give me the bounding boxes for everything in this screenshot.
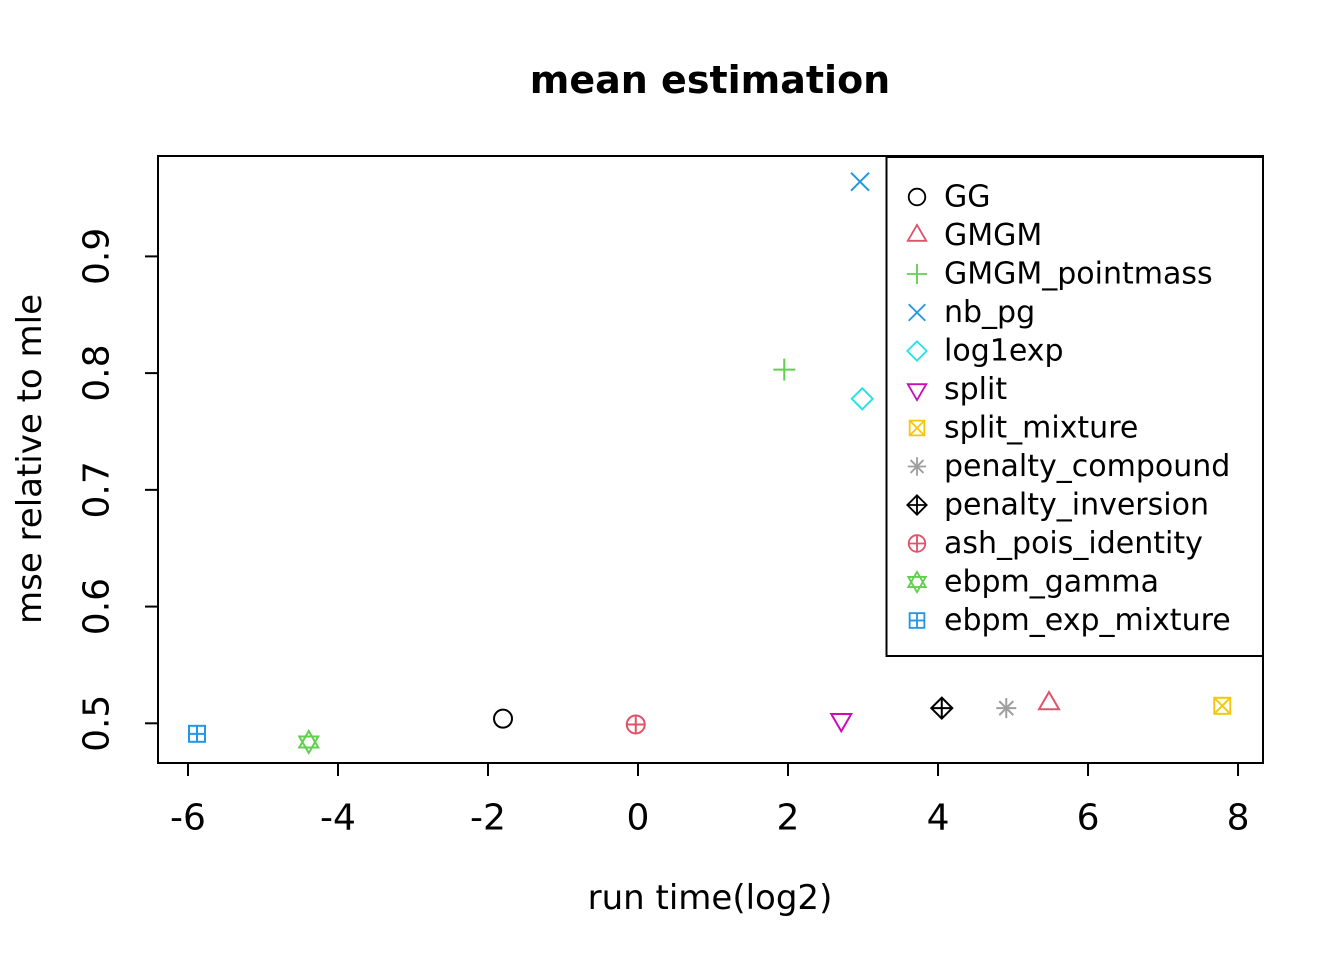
legend-item-penalty_inversion: penalty_inversion	[906, 488, 1209, 523]
y-tick-label: 0.7	[77, 461, 118, 518]
legend-item-nb_pg: nb_pg	[908, 295, 1035, 330]
legend-marker-asterisk-icon	[907, 457, 927, 476]
legend-marker-diamond-open-icon	[906, 340, 928, 362]
point-penalty_compound	[996, 698, 1017, 719]
x-tick-label: 8	[1227, 798, 1250, 839]
legend-label-ash_pois_identity: ash_pois_identity	[944, 526, 1203, 561]
point-nb_pg	[850, 171, 870, 192]
x-tick-label: -4	[320, 798, 356, 839]
legend-item-split: split	[906, 372, 1007, 407]
x-axis-ticks: -6 -4 -2 0 2 4 6 8	[170, 763, 1249, 839]
legend-marker-square-plus-icon	[908, 612, 926, 629]
legend-box	[885, 156, 1264, 657]
y-axis-label: mse relative to mle	[10, 294, 50, 624]
legend-item-split_mixture: split_mixture	[908, 411, 1138, 446]
legend-marker-plus-icon	[906, 263, 928, 285]
legend-item-GMGM: GMGM	[906, 218, 1042, 253]
point-penalty_inversion	[929, 696, 954, 721]
legend-marker-triangle-down-open-icon	[906, 383, 928, 402]
x-tick-label: 0	[627, 798, 650, 839]
legend-label-nb_pg: nb_pg	[944, 295, 1035, 330]
point-ebpm_gamma	[297, 728, 320, 755]
y-tick-label: 0.6	[77, 578, 118, 635]
legend-marker-square-x-icon	[908, 419, 926, 437]
legend-label-GMGM_pointmass: GMGM_pointmass	[944, 257, 1213, 292]
point-ash_pois_identity	[625, 714, 646, 735]
legend-marker-circle-open-icon	[907, 187, 927, 207]
legend-label-ebpm_gamma: ebpm_gamma	[944, 565, 1159, 600]
x-tick-label: 4	[927, 798, 950, 839]
legend-item-ebpm_gamma: ebpm_gamma	[906, 565, 1159, 600]
point-GMGM	[1037, 689, 1061, 711]
legend-label-split_mixture: split_mixture	[944, 411, 1138, 446]
legend-label-GMGM: GMGM	[944, 218, 1042, 253]
legend-label-split: split	[944, 372, 1007, 407]
legend-item-ash_pois_identity: ash_pois_identity	[907, 526, 1203, 561]
data-points	[188, 171, 1232, 755]
point-GMGM_pointmass	[773, 358, 796, 381]
x-tick-label: 6	[1077, 798, 1100, 839]
x-tick-label: -6	[170, 798, 206, 839]
x-axis-label: run time(log2)	[588, 878, 833, 918]
legend-item-GG: GG	[907, 180, 991, 215]
legend-marker-star-of-david-icon	[906, 570, 928, 594]
legend-label-GG: GG	[944, 180, 991, 215]
point-split_mixture	[1213, 696, 1232, 715]
y-axis-ticks: 0.5 0.6 0.7 0.8 0.9	[77, 228, 158, 752]
legend-item-penalty_compound: penalty_compound	[907, 449, 1230, 484]
legend-item-log1exp: log1exp	[906, 334, 1064, 369]
y-tick-label: 0.9	[77, 228, 118, 285]
legend-label-log1exp: log1exp	[944, 334, 1064, 369]
legend-label-penalty_compound: penalty_compound	[944, 449, 1230, 484]
legend-item-GMGM_pointmass: GMGM_pointmass	[906, 257, 1213, 292]
legend-item-ebpm_exp_mixture: ebpm_exp_mixture	[908, 603, 1231, 638]
legend-marker-x-cross-icon	[908, 303, 926, 322]
y-tick-label: 0.8	[77, 344, 118, 401]
point-log1exp	[850, 386, 875, 411]
point-ebpm_exp_mixture	[188, 724, 207, 743]
point-split	[829, 713, 854, 734]
chart-title: mean estimation	[530, 58, 890, 102]
legend-marker-triangle-up-open-icon	[906, 223, 928, 242]
legend-label-ebpm_exp_mixture: ebpm_exp_mixture	[944, 603, 1231, 638]
x-tick-label: -2	[470, 798, 506, 839]
legend-marker-diamond-plus-icon	[906, 494, 928, 516]
legend-label-penalty_inversion: penalty_inversion	[944, 488, 1209, 523]
x-tick-label: 2	[777, 798, 800, 839]
legend-marker-circle-plus-icon	[907, 534, 927, 553]
point-GG	[493, 708, 514, 729]
y-tick-label: 0.5	[77, 695, 118, 752]
